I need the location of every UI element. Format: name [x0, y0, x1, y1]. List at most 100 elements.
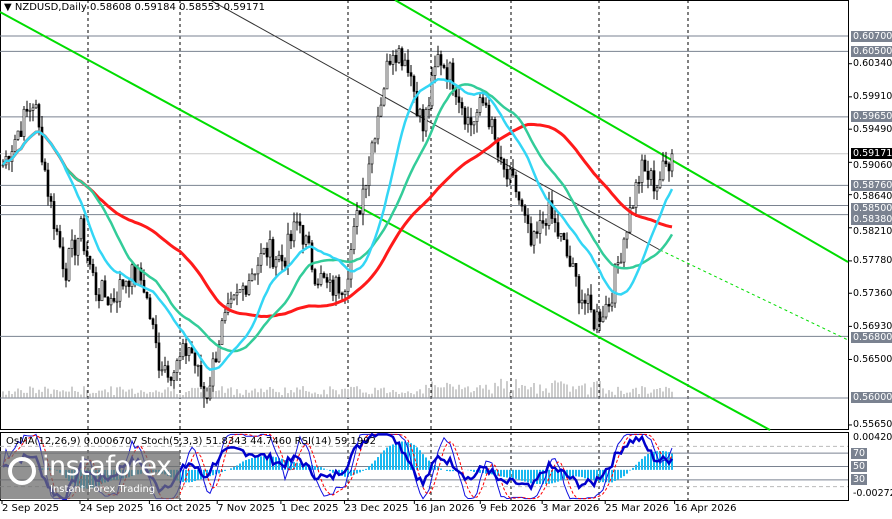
candle-body	[343, 291, 347, 296]
candle-body	[394, 54, 398, 63]
candle-body	[535, 231, 539, 234]
osma-bar	[620, 469, 622, 478]
osma-bar	[380, 453, 382, 470]
osma-bar	[503, 469, 505, 478]
osma-bar	[197, 469, 199, 480]
osma-bar	[587, 469, 589, 479]
level-label: 0.60700	[851, 30, 892, 42]
candle-body	[88, 255, 92, 265]
candle-body	[232, 294, 236, 300]
candle-body	[64, 268, 68, 281]
watermark-brand: instaforex	[42, 451, 172, 482]
date-axis-label: 23 Dec 2025	[344, 503, 409, 514]
candle-body	[430, 75, 434, 107]
candle-body	[229, 298, 233, 305]
osma-bar	[608, 469, 610, 483]
osma-bar	[245, 460, 247, 470]
candle-body	[481, 97, 485, 104]
candle-body	[397, 48, 401, 63]
osma-bar	[392, 444, 394, 470]
candle-body	[184, 343, 188, 356]
level-label: 0.56800	[851, 332, 892, 344]
osma-bar	[521, 469, 523, 481]
oscillator-header: OsMA(12,26,9) 0.0006707 Stoch(5,3,3) 51.…	[6, 436, 376, 447]
candle-body	[121, 279, 125, 287]
ohlc-open: 0.58608	[89, 2, 132, 13]
osma-bar	[527, 469, 529, 483]
candle-body	[268, 239, 272, 258]
candle-body	[640, 159, 644, 183]
candle-body	[151, 318, 155, 325]
date-axis-label: 24 Sep 2025	[80, 503, 144, 514]
candle-body	[49, 196, 53, 202]
candle-body	[574, 263, 578, 277]
candle-body	[136, 267, 140, 285]
candle-body	[241, 285, 245, 290]
candle-body	[220, 320, 224, 345]
osma-bar	[287, 460, 289, 470]
candle-body	[571, 263, 575, 267]
candle-body	[145, 291, 149, 299]
osma-bar	[560, 469, 562, 481]
candle-body	[400, 48, 404, 67]
osma-bar	[671, 453, 673, 470]
osma-bar	[548, 469, 550, 484]
osma-bar	[311, 465, 313, 470]
candle-body	[331, 279, 335, 296]
candle-body	[313, 269, 317, 285]
candle-body	[505, 168, 509, 180]
osma-bar	[518, 469, 520, 480]
candle-body	[139, 267, 143, 281]
candle-body	[367, 163, 371, 186]
candle-body	[274, 259, 278, 268]
current-price-label: 0.59171	[851, 148, 892, 160]
osma-bar	[542, 469, 544, 484]
candle-body	[373, 138, 377, 144]
osma-bar	[263, 456, 265, 470]
osma-max-label: 0.004200	[853, 432, 892, 443]
ma-aqua-line	[1, 77, 674, 371]
osma-bar	[614, 469, 616, 481]
osma-bar	[563, 469, 565, 480]
candle-body	[556, 222, 560, 237]
candle-body	[532, 231, 536, 246]
osma-bar	[425, 457, 427, 470]
osma-bar	[638, 461, 640, 470]
candle-body	[553, 218, 557, 223]
candle-body	[298, 221, 302, 226]
candle-body	[661, 160, 665, 181]
date-axis-label: 7 Nov 2025	[217, 503, 275, 514]
candle-body	[253, 273, 257, 276]
osma-bar	[635, 464, 637, 470]
candle-body	[340, 292, 344, 296]
candle-body	[616, 262, 620, 265]
candle-body	[544, 223, 548, 226]
candle-body	[559, 233, 563, 237]
candle-body	[508, 168, 512, 180]
osma-bar	[224, 469, 226, 471]
osma-bar	[317, 466, 319, 470]
instaforex-logo-icon	[8, 457, 36, 485]
osma-bar	[581, 469, 583, 478]
osma-bar	[410, 443, 412, 470]
candle-body	[595, 311, 599, 330]
osma-bar	[368, 466, 370, 470]
osma-bar	[389, 445, 391, 470]
candle-body	[289, 233, 293, 242]
osma-bar	[497, 469, 499, 476]
osma-bar	[515, 469, 517, 479]
candle-body	[613, 263, 617, 304]
price-axis-label: 0.58640	[853, 191, 892, 203]
osma-bar	[236, 465, 238, 470]
candle-body	[28, 109, 32, 112]
osma-bar	[533, 469, 535, 484]
candle-body	[361, 188, 365, 215]
candle-body	[652, 170, 656, 192]
osma-bar	[257, 456, 259, 470]
dropdown-arrow-icon[interactable]: ▼	[4, 2, 12, 13]
candle-body	[637, 182, 641, 184]
candle-body	[61, 246, 65, 270]
osma-bar	[428, 460, 430, 470]
